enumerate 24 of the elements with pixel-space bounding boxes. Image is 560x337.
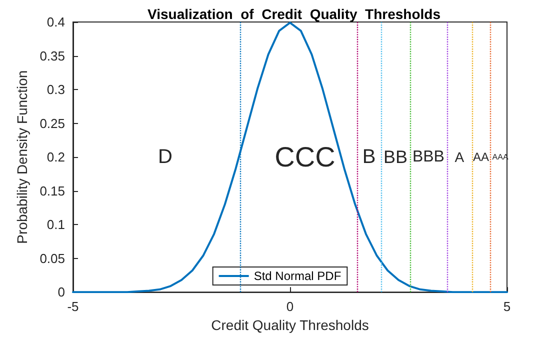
y-tick-label: 0.25	[40, 116, 65, 131]
annotation: B	[362, 146, 376, 168]
y-tick-label: 0.2	[46, 150, 65, 165]
x-tick-label: 5	[503, 299, 511, 314]
annotation: D	[158, 146, 172, 168]
x-tick-label: -5	[67, 299, 79, 314]
chart-title: Visualization of Credit Quality Thresholds	[147, 6, 441, 22]
y-tick-label: 0	[58, 284, 65, 300]
x-axis-title: Credit Quality Thresholds	[211, 317, 369, 333]
y-tick-label: 0.35	[40, 48, 65, 64]
annotation: AA	[472, 150, 489, 164]
y-tick-label: 0.05	[40, 250, 65, 266]
y-axis-title: Probability Density Function	[14, 70, 30, 244]
annotation: A	[454, 149, 465, 166]
line-series	[72, 22, 508, 294]
legend-label: Std Normal PDF	[254, 269, 342, 283]
annotation: CCC	[274, 142, 336, 173]
x-tick-label: 0	[286, 299, 294, 314]
y-tick-label: 0.1	[46, 217, 65, 232]
annotation: BBB	[412, 148, 444, 166]
annotation: BB	[383, 147, 408, 168]
y-tick-label: 0.3	[46, 82, 65, 98]
y-tick-label: 0.15	[40, 183, 65, 198]
y-tick-label: 0.4	[46, 14, 65, 30]
